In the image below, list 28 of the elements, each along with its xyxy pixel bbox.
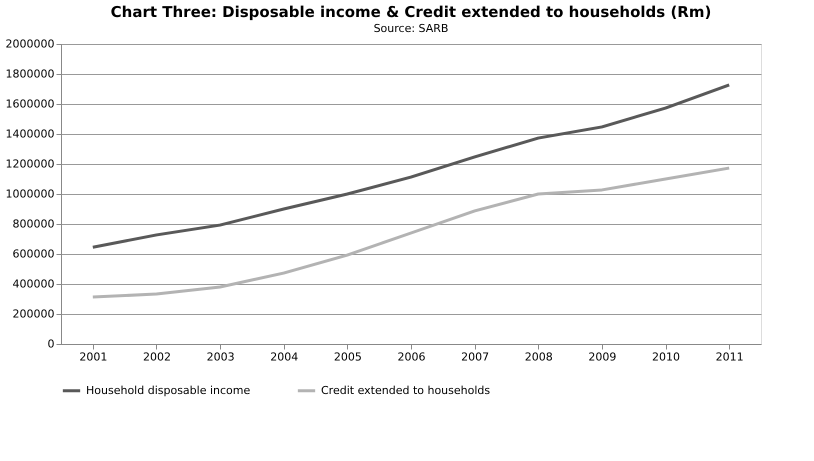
y-tick-label: 200000 <box>12 308 54 320</box>
x-tick-label: 2009 <box>588 350 616 364</box>
x-tick-label: 2011 <box>716 350 744 364</box>
y-tick-label: 800000 <box>12 218 54 230</box>
y-tick-label: 400000 <box>12 278 54 290</box>
y-tick-label: 1800000 <box>6 68 54 80</box>
x-tick-label: 2006 <box>398 350 426 364</box>
y-tick-label: 1000000 <box>6 188 54 200</box>
y-tick-label: 2000000 <box>6 38 54 50</box>
line-series <box>91 166 731 299</box>
x-tick-label: 2004 <box>270 350 298 364</box>
chart-subtitle: Source: SARB <box>374 22 448 35</box>
y-tick-label: 600000 <box>12 248 54 260</box>
x-tick-label: 2005 <box>334 350 362 364</box>
x-tick-label: 2008 <box>524 350 553 364</box>
y-tick-label: 0 <box>48 338 54 350</box>
legend-label: Household disposable income <box>86 384 250 397</box>
x-tick-label: 2010 <box>652 350 680 364</box>
chart-title: Chart Three: Disposable income & Credit extended to households (Rm) <box>110 3 712 21</box>
x-tick-label: 2003 <box>206 350 235 364</box>
line-series <box>91 83 731 249</box>
y-tick-label: 1400000 <box>6 128 54 140</box>
legend-label: Credit extended to households <box>321 384 490 397</box>
y-tick-label: 1600000 <box>6 98 54 110</box>
x-tick-label: 2007 <box>461 350 490 364</box>
y-tick-label: 1200000 <box>6 158 54 170</box>
x-tick-label: 2002 <box>142 350 171 364</box>
x-tick-label: 2001 <box>79 350 108 364</box>
